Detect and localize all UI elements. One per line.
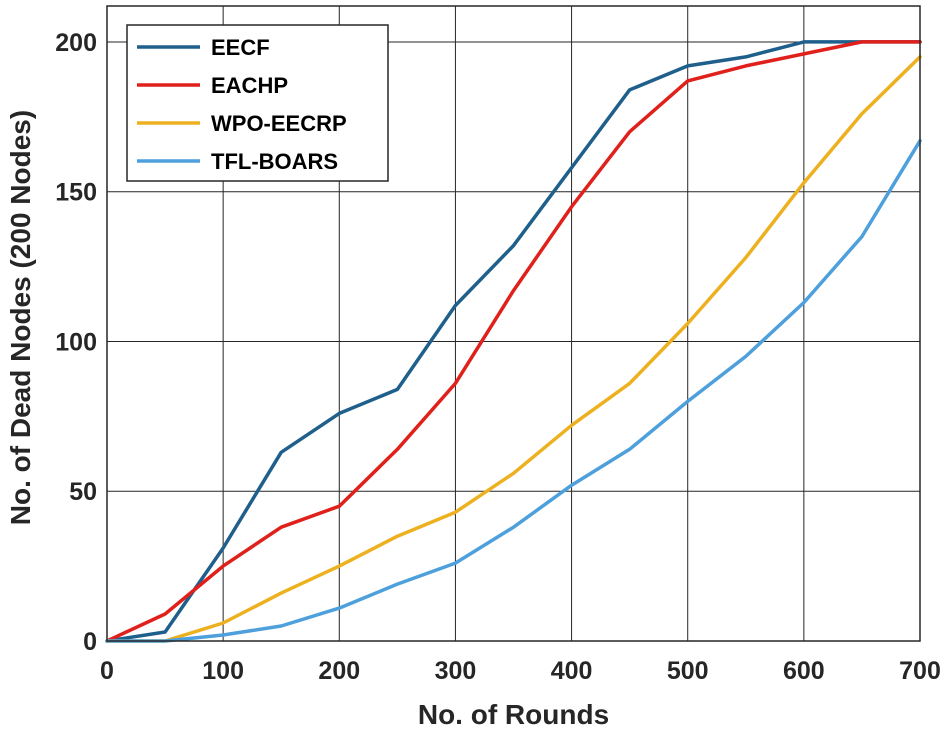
series-line-tfl-boars xyxy=(105,139,922,643)
legend-label: WPO-EECRP xyxy=(211,111,347,136)
x-tick-label: 100 xyxy=(202,657,244,685)
x-tick-label: 600 xyxy=(783,657,825,685)
x-tick-label: 0 xyxy=(100,657,114,685)
legend-box xyxy=(126,24,389,182)
series-line-eachp xyxy=(105,40,922,643)
x-tick-label: 500 xyxy=(667,657,709,685)
y-tick-label: 0 xyxy=(83,628,97,656)
legend-label: TFL-BOARS xyxy=(211,149,338,174)
x-axis-label: No. of Rounds xyxy=(418,699,609,730)
x-tick-label: 400 xyxy=(551,657,593,685)
y-tick-label: 150 xyxy=(55,179,97,207)
series-lines xyxy=(105,40,922,643)
y-tick-label: 200 xyxy=(55,29,97,57)
y-tick-label: 50 xyxy=(69,478,97,506)
y-axis-label: No. of Dead Nodes (200 Nodes) xyxy=(5,110,36,525)
legend: EECF EACHP WPO-EECRP TFL-BOARS xyxy=(126,24,389,182)
x-tick-label: 700 xyxy=(899,657,941,685)
y-tick-labels: 0 50 100 150 200 xyxy=(55,29,97,656)
x-tick-label: 300 xyxy=(435,657,477,685)
legend-label: EACHP xyxy=(211,73,288,98)
series-line-wpo-eecrp xyxy=(105,55,922,643)
legend-label: EECF xyxy=(211,35,270,60)
plot-frame xyxy=(106,5,921,642)
y-tick-label: 100 xyxy=(55,328,97,356)
x-tick-labels: 0 100 200 300 400 500 600 700 xyxy=(100,657,941,685)
x-tick-label: 200 xyxy=(318,657,360,685)
series-line-eecf xyxy=(105,40,922,643)
